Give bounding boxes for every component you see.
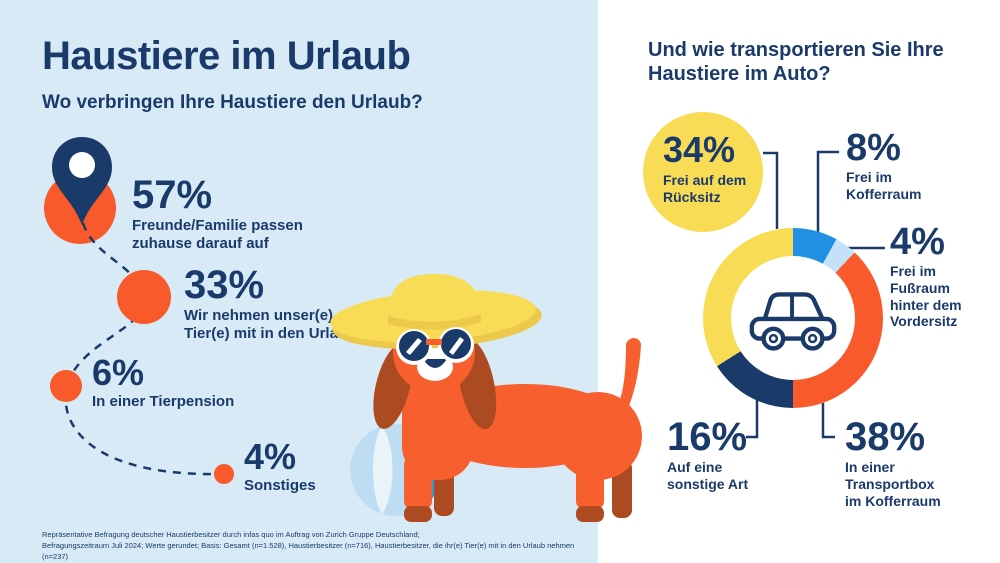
- transport-donut: [703, 228, 883, 408]
- stat-transport-box: 38% In einer Transportbox im Kofferraum: [845, 415, 941, 509]
- footnote-line-2: Befragungszeitraum Juli 2024; Werte geru…: [42, 540, 575, 561]
- stat-home-care-pct: 57%: [132, 173, 213, 217]
- sunglasses-icon: [396, 327, 474, 365]
- stat-transport-box-pct: 38%: [845, 415, 926, 459]
- transport-donut-hole: [731, 256, 855, 380]
- bubble-33: [117, 270, 171, 324]
- callout-8: [816, 150, 839, 232]
- stat-home-care-label: Freunde/Familie passen zuhause darauf au…: [132, 217, 303, 252]
- footnote-line-1: Repräsentative Befragung deutscher Haust…: [42, 530, 420, 539]
- stat-pet-boarding-label: In einer Tierpension: [92, 393, 235, 411]
- stat-pet-boarding-pct: 6%: [92, 352, 145, 393]
- sun-hat: [330, 274, 542, 349]
- dog-front-paw: [404, 506, 432, 522]
- page-title: Haustiere im Urlaub: [42, 34, 411, 78]
- stat-footwell-label: Frei im Fußraum hinter dem Vordersitz: [890, 263, 962, 330]
- stat-footwell-pct: 4%: [890, 221, 945, 263]
- stat-other-left-pct: 4%: [244, 436, 297, 477]
- stat-backseat-label: Frei auf dem Rücksitz: [663, 172, 747, 205]
- stat-pet-boarding: 6% In einer Tierpension: [92, 352, 235, 411]
- route-chart: [44, 137, 234, 484]
- location-pin-icon: [52, 137, 112, 225]
- stat-trunk-free-pct: 8%: [846, 127, 901, 169]
- left-question: Wo verbringen Ihre Haustiere den Urlaub?: [42, 92, 423, 113]
- right-question: Und wie transportieren Sie Ihre Haustier…: [648, 39, 944, 85]
- belly-arch: [454, 470, 558, 530]
- stat-take-along: 33% Wir nehmen unser(e) Tier(e) mit in d…: [184, 263, 357, 342]
- stat-other-left: 4% Sonstiges: [244, 436, 316, 495]
- stat-footwell: 4% Frei im Fußraum hinter dem Vordersitz: [890, 221, 962, 330]
- stat-other-right-pct: 16%: [667, 415, 748, 459]
- stat-other-right: 16% Auf eine sonstige Art: [667, 415, 749, 493]
- stat-take-along-pct: 33%: [184, 263, 265, 307]
- location-pin-hole: [69, 152, 95, 178]
- bubble-6: [50, 370, 82, 402]
- stat-home-care: 57% Freunde/Familie passen zuhause darau…: [132, 173, 303, 252]
- stat-take-along-label: Wir nehmen unser(e) Tier(e) mit in den U…: [184, 307, 357, 342]
- route-path: [64, 222, 224, 476]
- stat-transport-box-label: In einer Transportbox im Kofferraum: [845, 459, 941, 509]
- callout-38: [821, 403, 835, 439]
- car-icon: [749, 292, 837, 351]
- stat-other-right-label: Auf eine sonstige Art: [667, 459, 749, 492]
- dog-rear-paw: [576, 506, 604, 522]
- stat-backseat-bubble: 34% Frei auf dem Rücksitz: [643, 112, 763, 232]
- stat-trunk-free-label: Frei im Kofferraum: [846, 169, 922, 202]
- dog-front-leg: [404, 456, 432, 510]
- dachshund-illustration: [330, 274, 642, 530]
- stat-trunk-free: 8% Frei im Kofferraum: [846, 127, 922, 203]
- bubble-4: [214, 464, 234, 484]
- stat-other-left-label: Sonstiges: [244, 477, 316, 495]
- footnote: Repräsentative Befragung deutscher Haust…: [42, 530, 582, 563]
- dog-nose: [424, 359, 446, 368]
- left-panel-background: [0, 0, 598, 563]
- dog-rear-leg: [576, 456, 604, 510]
- callout-34: [763, 151, 779, 229]
- stat-backseat-pct: 34%: [663, 129, 736, 170]
